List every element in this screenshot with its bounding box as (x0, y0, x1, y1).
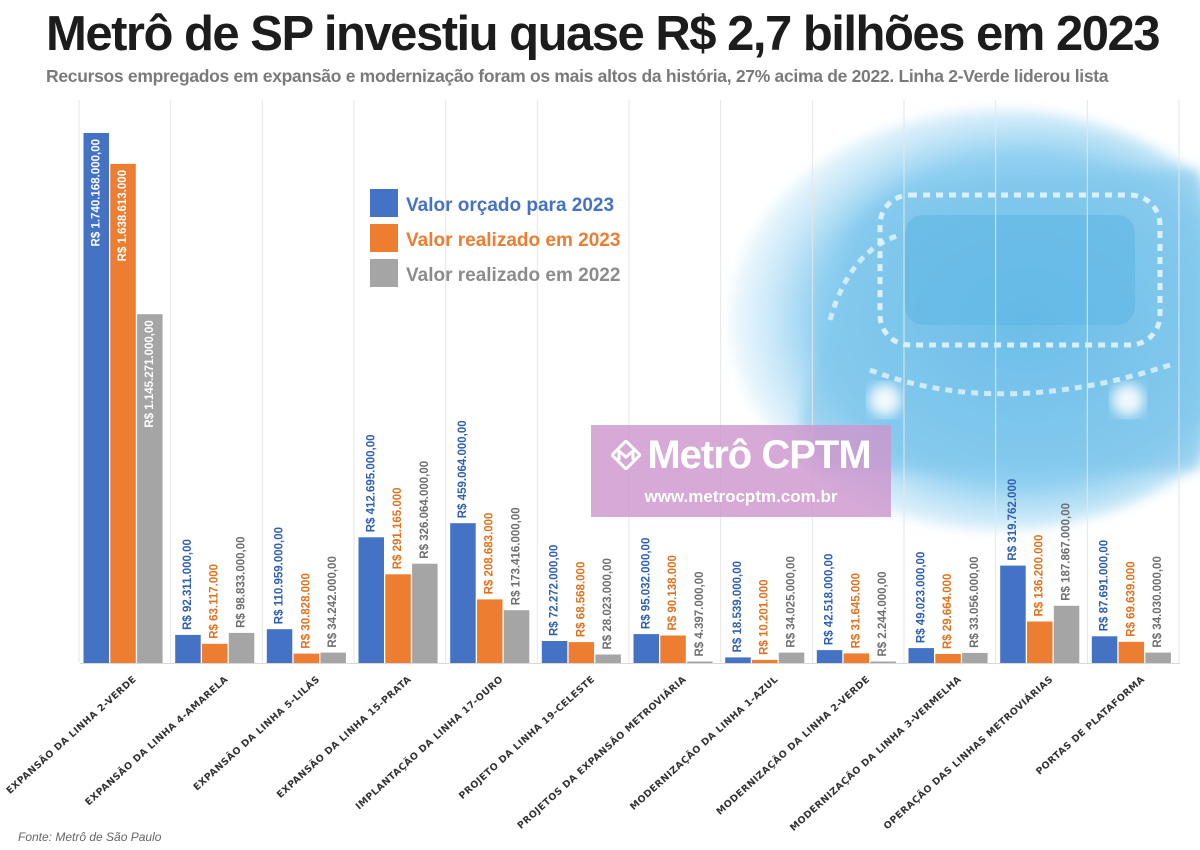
value-label: R$ 92.311.000,00 (182, 539, 194, 630)
bar-realizado-2022-9 (870, 661, 896, 663)
legend-label-realizado-2022: Valor realizado em 2022 (406, 265, 620, 286)
watermark-brand-text: Metrô CPTM (647, 433, 871, 477)
category-label: EXPANSÃO DA LINHA 4-AMARELA (83, 674, 230, 808)
bar-realizado-2022-7 (687, 661, 713, 663)
value-label: R$ 4.397.000,00 (694, 571, 706, 656)
value-label: R$ 90.138.000 (667, 555, 679, 630)
value-label: R$ 326.064.000,00 (419, 461, 431, 559)
category-label: PORTAS DE PLATAFORMA (1034, 674, 1147, 778)
value-label: R$ 72.272.000,00 (549, 545, 561, 636)
bar-realizado-2023-11 (1027, 621, 1053, 663)
category-label: MODERNIZAÇÃO DA LINHA 3-VERMELHA (788, 674, 964, 834)
category-label: MODERNIZAÇÃO DA LINHA 2-VERDE (714, 674, 872, 818)
bar-realizado-2022-5 (503, 610, 530, 663)
bar-realizado-2023-1 (110, 163, 136, 663)
category-label: IMPLANTAÇÃO DA LINHA 17-OURO (354, 674, 506, 812)
bar-orcado-11 (1000, 565, 1026, 663)
bar-orcado-8 (725, 657, 751, 663)
value-label: R$ 34.030.000,00 (1152, 556, 1164, 647)
category-dividers (78, 100, 1180, 663)
bar-realizado-2023-3 (293, 653, 320, 663)
value-label: R$ 412.695.000,00 (365, 434, 377, 532)
value-label: R$ 1.638.613.000 (117, 170, 129, 261)
bar-orcado-12 (1091, 636, 1118, 663)
legend-label-orcado: Valor orçado para 2023 (406, 195, 614, 216)
bar-realizado-2022-8 (778, 652, 805, 663)
value-label: R$ 110.959.000,00 (274, 527, 286, 624)
value-label: R$ 291.165.000 (392, 487, 404, 569)
bar-realizado-2022-4 (412, 563, 438, 663)
value-label: R$ 10.201.000 (759, 579, 771, 654)
page-subtitle: Recursos empregados em expansão e modern… (46, 66, 1109, 86)
watermark-logo: Metrô CPTM www.metrocptm.com.br (591, 425, 891, 517)
value-label: R$ 1.740.168.000,00 (90, 139, 102, 246)
bar-orcado-3 (266, 629, 293, 663)
bar-realizado-2022-12 (1145, 652, 1171, 663)
page-title: Metrô de SP investiu quase R$ 2,7 bilhõe… (46, 7, 1160, 61)
category-label: PROJETOS DA EXPANSÃO METROVIÁRIA (515, 673, 689, 831)
bar-realizado-2023-4 (385, 574, 411, 663)
bar-realizado-2023-10 (935, 654, 961, 663)
bar-realizado-2023-6 (568, 642, 595, 663)
bar-orcado-6 (541, 641, 568, 663)
value-label: R$ 2.244.000,00 (877, 571, 889, 656)
legend-label-realizado-2023: Valor realizado em 2023 (406, 230, 620, 251)
value-label: R$ 30.828.000 (300, 573, 312, 648)
value-label: R$ 173.416.000,00 (511, 507, 523, 605)
value-label: R$ 28.023.000,00 (602, 558, 614, 649)
bar-realizado-2022-11 (1053, 605, 1080, 663)
chart-legend: Valor orçado para 2023 Valor realizado e… (370, 189, 620, 287)
bar-realizado-2022-10 (962, 652, 988, 663)
bar-realizado-2023-12 (1118, 641, 1145, 663)
value-label: R$ 98.833.000,00 (236, 536, 248, 627)
value-label: R$ 31.645.000 (850, 573, 862, 648)
bar-orcado-7 (633, 634, 659, 663)
value-label: R$ 95.032.000,00 (640, 538, 652, 629)
train-photo-decoration (730, 110, 1200, 530)
metro-diamond-icon (611, 440, 642, 470)
value-label: R$ 49.023.000,00 (915, 552, 927, 643)
category-label: MODERNIZAÇÃO DA LINHA 1-AZUL (628, 674, 780, 813)
bar-orcado-5 (450, 523, 476, 663)
value-label: R$ 187.867.000,00 (1061, 503, 1073, 601)
bar-orcado-2 (175, 634, 201, 663)
legend-swatch-realizado-2023 (370, 224, 398, 252)
bar-realizado-2023-8 (752, 659, 778, 663)
value-label: R$ 63.117.000 (209, 564, 221, 639)
source-note: Fonte: Metrô de São Paulo (18, 830, 162, 844)
value-label: R$ 1.145.271.000,00 (144, 320, 156, 427)
value-label: R$ 42.518.000,00 (824, 554, 836, 645)
legend-swatch-orcado (370, 189, 398, 217)
bar-orcado-9 (816, 650, 843, 663)
bar-realizado-2023-5 (477, 599, 503, 663)
value-label: R$ 459.064.000,00 (457, 420, 469, 518)
value-label: R$ 33.056.000,00 (969, 556, 981, 647)
bar-realizado-2022-6 (595, 654, 621, 663)
value-label: R$ 136.200.000 (1034, 535, 1046, 617)
value-label: R$ 69.639.000 (1125, 561, 1137, 636)
bar-orcado-1 (83, 133, 109, 663)
value-label: R$ 87.691.000,00 (1099, 540, 1111, 631)
legend-swatch-realizado-2022 (370, 259, 398, 287)
watermark-url: www.metrocptm.com.br (644, 487, 838, 506)
bar-orcado-4 (358, 537, 384, 663)
bar-realizado-2022-3 (320, 652, 346, 663)
value-label: R$ 18.539.000,00 (732, 561, 744, 652)
value-label: R$ 29.664.000 (942, 574, 954, 649)
bar-realizado-2022-1 (137, 314, 163, 663)
value-label: R$ 319.762.000 (1007, 479, 1019, 561)
value-label: R$ 34.025.000,00 (786, 556, 798, 647)
bar-realizado-2022-2 (228, 632, 255, 663)
value-label: R$ 208.683.000 (484, 513, 496, 595)
bar-realizado-2023-9 (843, 653, 870, 663)
bar-realizado-2023-7 (660, 635, 686, 663)
bar-orcado-10 (908, 648, 934, 663)
value-label: R$ 34.242.000,00 (327, 556, 339, 647)
category-label: OPERAÇÃO DAS LINHAS METROVIÁRIAS (881, 673, 1055, 832)
value-label: R$ 68.568.000 (575, 562, 587, 637)
bar-realizado-2023-2 (202, 643, 228, 663)
